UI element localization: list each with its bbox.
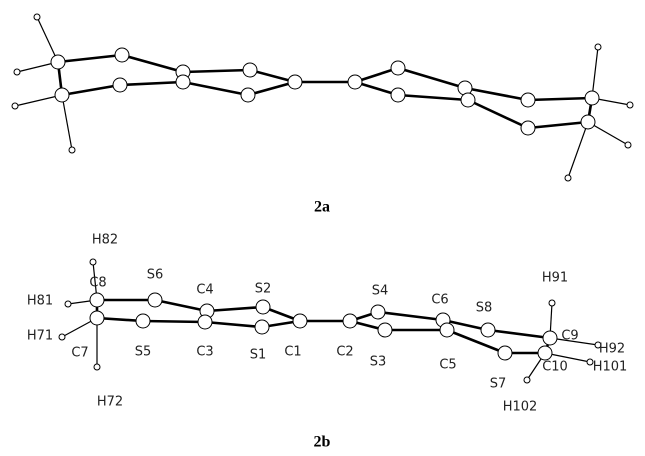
atom-label: S2 xyxy=(255,282,272,297)
atom-label: H72 xyxy=(97,395,123,410)
atom xyxy=(136,314,150,328)
atom xyxy=(55,88,69,102)
atom xyxy=(625,142,631,148)
bond xyxy=(468,100,528,128)
atom xyxy=(293,314,307,328)
atom-label: C5 xyxy=(439,358,456,373)
bond xyxy=(447,330,505,353)
bond xyxy=(58,55,122,62)
bond xyxy=(143,321,205,322)
atom xyxy=(549,300,555,306)
atom-label: C4 xyxy=(196,283,213,298)
atom-label: H91 xyxy=(542,271,568,286)
atom xyxy=(256,300,270,314)
atom xyxy=(90,293,104,307)
caption: 2a xyxy=(314,199,330,216)
atom xyxy=(461,93,475,107)
atom xyxy=(440,323,454,337)
atom xyxy=(524,377,530,383)
atom xyxy=(565,175,571,181)
atom-label: S5 xyxy=(135,345,152,360)
atom-label: H92 xyxy=(599,342,625,357)
atom-label: S1 xyxy=(250,348,267,363)
atom xyxy=(521,93,535,107)
bond xyxy=(528,122,588,128)
bond xyxy=(62,95,72,150)
atom xyxy=(391,61,405,75)
atom xyxy=(115,48,129,62)
atom xyxy=(581,115,595,129)
bond xyxy=(120,82,183,85)
atom xyxy=(378,323,392,337)
atom xyxy=(348,75,362,89)
bond xyxy=(398,68,465,88)
atom-label: S6 xyxy=(147,268,164,283)
atom xyxy=(113,78,127,92)
atom xyxy=(148,293,162,307)
atom-label: C6 xyxy=(431,293,448,308)
figure: 2a 2b H82 C8 H81 H71 C7 H72 S6 S5 C4 C3 S2 S1 C1 C2 S4… xyxy=(0,0,645,456)
bond xyxy=(568,122,588,178)
atom-label: S4 xyxy=(372,284,389,299)
atom xyxy=(90,259,96,265)
atom-label: S7 xyxy=(490,377,507,392)
atom-label: H102 xyxy=(503,400,538,415)
atom-label: C1 xyxy=(284,345,301,360)
atom xyxy=(538,346,552,360)
atom-label: C8 xyxy=(89,276,106,291)
atom-label: S3 xyxy=(370,355,387,370)
atom xyxy=(241,88,255,102)
atom xyxy=(481,323,495,337)
atom xyxy=(69,147,75,153)
atom xyxy=(498,346,512,360)
atom xyxy=(243,63,257,77)
atom xyxy=(585,91,599,105)
atom-label: S8 xyxy=(476,301,493,316)
bond xyxy=(183,82,248,95)
atom-label: C9 xyxy=(561,329,578,344)
atom xyxy=(94,364,100,370)
atom xyxy=(371,305,385,319)
atom xyxy=(34,14,40,20)
bond xyxy=(378,312,443,320)
atom xyxy=(65,301,71,307)
atom-label: C7 xyxy=(71,346,88,361)
bond xyxy=(155,300,207,311)
bond xyxy=(528,98,592,100)
atom-label: H101 xyxy=(593,360,628,375)
atom xyxy=(90,311,104,325)
atom xyxy=(343,314,357,328)
atom xyxy=(627,102,633,108)
bond xyxy=(592,47,598,98)
atom xyxy=(59,334,65,340)
atom-label: C3 xyxy=(196,345,213,360)
atom xyxy=(543,331,557,345)
atom xyxy=(521,121,535,135)
bond xyxy=(122,55,183,72)
caption: 2b xyxy=(314,434,331,451)
atom-label: C2 xyxy=(336,345,353,360)
atom-label: H81 xyxy=(27,294,53,309)
atom xyxy=(288,75,302,89)
atom-label: H71 xyxy=(27,329,53,344)
atom xyxy=(255,320,269,334)
atom-label: H82 xyxy=(92,233,118,248)
bond xyxy=(183,70,250,72)
bond xyxy=(205,322,262,327)
atom xyxy=(391,88,405,102)
atom xyxy=(51,55,65,69)
atom-label: C10 xyxy=(542,360,568,375)
bond xyxy=(398,95,468,100)
bond xyxy=(207,307,263,311)
atom xyxy=(595,44,601,50)
atom xyxy=(198,315,212,329)
atom xyxy=(14,69,20,75)
bond xyxy=(62,85,120,95)
atom xyxy=(176,75,190,89)
bond xyxy=(488,330,550,338)
atom xyxy=(12,103,18,109)
